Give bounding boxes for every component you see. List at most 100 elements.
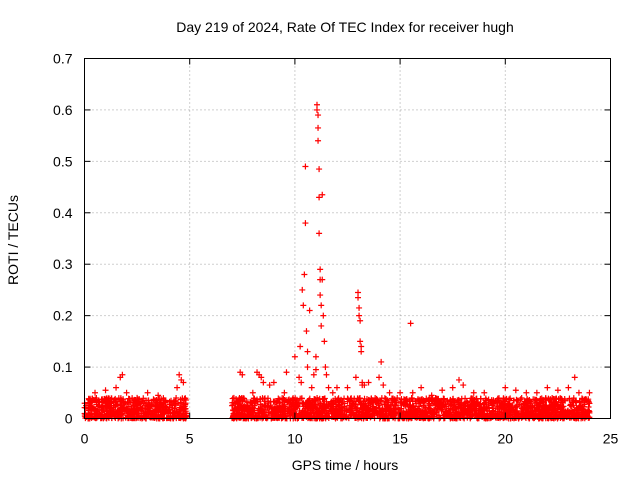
y-tick-labels: 0 0.1 0.2 0.3 0.4 0.5 0.6 0.7 bbox=[53, 51, 73, 427]
data-point bbox=[388, 401, 395, 408]
data-points bbox=[81, 101, 593, 422]
data-point bbox=[566, 414, 573, 421]
y-tick-label: 0.5 bbox=[53, 153, 73, 169]
data-point bbox=[317, 292, 324, 299]
data-point bbox=[183, 410, 190, 417]
data-point bbox=[355, 289, 362, 296]
data-point bbox=[466, 410, 473, 417]
data-point bbox=[353, 414, 360, 421]
data-point bbox=[354, 404, 361, 411]
data-point bbox=[392, 406, 399, 413]
data-point bbox=[308, 384, 315, 391]
data-point bbox=[357, 414, 364, 421]
data-point bbox=[527, 408, 534, 415]
data-point bbox=[142, 414, 149, 421]
data-point bbox=[176, 404, 183, 411]
data-point bbox=[533, 401, 540, 408]
data-point bbox=[519, 405, 526, 412]
data-point bbox=[357, 317, 364, 324]
data-point bbox=[312, 397, 319, 404]
x-tick-label: 25 bbox=[603, 431, 619, 447]
data-point bbox=[321, 403, 328, 410]
data-point bbox=[276, 414, 283, 421]
data-point bbox=[409, 389, 416, 396]
data-point bbox=[98, 404, 105, 411]
data-point bbox=[398, 402, 405, 409]
data-point bbox=[166, 406, 173, 413]
data-point bbox=[318, 322, 325, 329]
data-point bbox=[119, 371, 126, 378]
data-point bbox=[152, 397, 159, 404]
data-point bbox=[339, 399, 346, 406]
data-point bbox=[407, 320, 414, 327]
x-tick-label: 20 bbox=[498, 431, 514, 447]
data-point bbox=[114, 407, 121, 414]
data-point bbox=[335, 395, 342, 402]
data-point bbox=[585, 407, 592, 414]
data-point bbox=[449, 407, 456, 414]
data-point bbox=[162, 397, 169, 404]
data-point bbox=[523, 389, 530, 396]
data-point bbox=[497, 402, 504, 409]
data-point bbox=[323, 371, 330, 378]
y-axis-label: ROTI / TECUs bbox=[5, 195, 21, 285]
data-point bbox=[313, 101, 320, 108]
data-point bbox=[312, 366, 319, 373]
data-point bbox=[115, 395, 122, 402]
data-point bbox=[383, 412, 390, 419]
data-point bbox=[559, 407, 566, 414]
data-point bbox=[316, 166, 323, 173]
data-point bbox=[465, 403, 472, 410]
data-point bbox=[541, 410, 548, 417]
data-point bbox=[490, 400, 497, 407]
data-point bbox=[158, 401, 165, 408]
data-point bbox=[357, 338, 364, 345]
data-point bbox=[101, 395, 108, 402]
data-point bbox=[512, 387, 519, 394]
data-point bbox=[314, 407, 321, 414]
data-point bbox=[517, 401, 524, 408]
data-point bbox=[85, 405, 92, 412]
data-point bbox=[299, 286, 306, 293]
data-point bbox=[88, 398, 95, 405]
data-point bbox=[433, 409, 440, 416]
data-point bbox=[162, 403, 169, 410]
data-point bbox=[304, 364, 311, 371]
data-point bbox=[277, 411, 284, 418]
data-point bbox=[169, 414, 176, 421]
data-point bbox=[316, 194, 323, 201]
data-point bbox=[467, 414, 474, 421]
data-point bbox=[182, 395, 189, 402]
data-point bbox=[343, 405, 350, 412]
data-point bbox=[496, 409, 503, 416]
plot-frame bbox=[84, 58, 611, 419]
data-point bbox=[155, 411, 162, 418]
data-point bbox=[336, 401, 343, 408]
data-point bbox=[250, 395, 257, 402]
data-point bbox=[526, 397, 533, 404]
data-point bbox=[428, 392, 435, 399]
data-point bbox=[113, 401, 120, 408]
data-point bbox=[329, 389, 336, 396]
data-point bbox=[518, 395, 525, 402]
data-point bbox=[404, 411, 411, 418]
data-point bbox=[412, 397, 419, 404]
data-point bbox=[426, 401, 433, 408]
data-point bbox=[315, 124, 322, 131]
data-point bbox=[392, 402, 399, 409]
data-point bbox=[542, 402, 549, 409]
data-point bbox=[369, 406, 376, 413]
data-point bbox=[355, 397, 362, 404]
data-point bbox=[319, 191, 326, 198]
data-point bbox=[315, 137, 322, 144]
data-point bbox=[564, 408, 571, 415]
data-point bbox=[407, 398, 414, 405]
data-point bbox=[172, 402, 179, 409]
data-point bbox=[550, 409, 557, 416]
data-point bbox=[422, 404, 429, 411]
y-tick-label: 0.3 bbox=[53, 256, 73, 272]
data-point bbox=[92, 397, 99, 404]
data-point bbox=[394, 395, 401, 402]
data-point bbox=[139, 404, 146, 411]
